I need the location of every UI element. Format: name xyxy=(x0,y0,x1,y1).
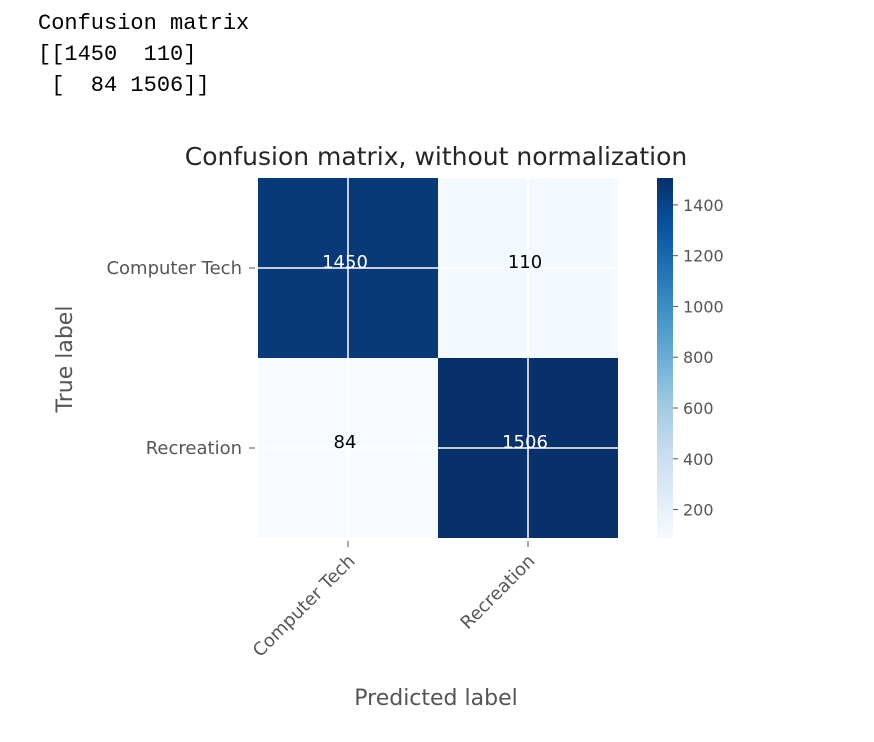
colorbar-tick-label: 1400 xyxy=(683,196,724,215)
x-tick-label: Computer Tech xyxy=(249,551,360,662)
cell-value-label: 84 xyxy=(334,432,357,453)
colorbar-tick-label: 1200 xyxy=(683,247,724,266)
colorbar-tick-label: 400 xyxy=(683,450,714,469)
console-line-2: [[1450 110] xyxy=(38,42,197,67)
colorbar xyxy=(657,178,673,539)
colorbar-tick-label: 600 xyxy=(683,399,714,418)
y-axis-label: True label xyxy=(53,306,78,414)
console-output: Confusion matrix [[1450 110] [ 84 1506]] xyxy=(38,8,249,101)
console-line-3: [ 84 1506]] xyxy=(38,73,210,98)
y-tick-label: Computer Tech xyxy=(106,258,242,279)
y-tick-label: Recreation xyxy=(146,438,242,459)
console-line-1: Confusion matrix xyxy=(38,11,250,36)
cell-value-label: 1506 xyxy=(502,432,548,453)
colorbar-tick-label: 200 xyxy=(683,501,714,520)
chart-title: Confusion matrix, without normalization xyxy=(185,142,688,171)
cell-value-label: 110 xyxy=(508,252,542,273)
colorbar-tick-label: 800 xyxy=(683,348,714,367)
x-axis-label: Predicted label xyxy=(354,686,517,711)
x-tick-label: Recreation xyxy=(457,551,540,634)
cell-value-label: 1450 xyxy=(322,252,368,273)
colorbar-tick-label: 1000 xyxy=(683,297,724,316)
